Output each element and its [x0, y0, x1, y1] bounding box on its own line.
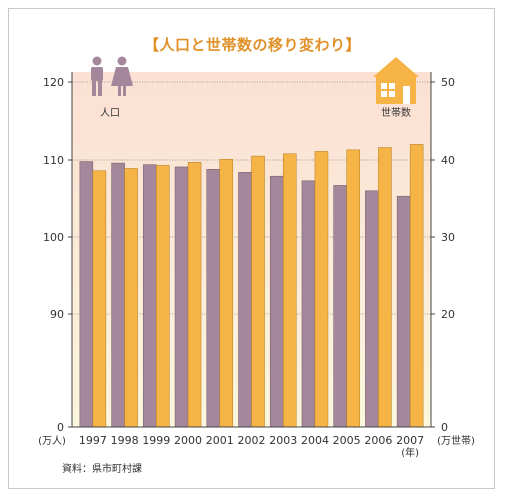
y-right-tick-label: 50 — [441, 76, 455, 89]
bar-population — [365, 190, 379, 428]
x-tick-label: 2003 — [269, 434, 297, 447]
bar-population — [301, 180, 316, 428]
y-left-tick-label: 100 — [43, 231, 64, 244]
x-tick-label: 1998 — [111, 434, 139, 447]
bar-population — [396, 195, 411, 428]
bar-population — [238, 172, 252, 428]
x-tick-label: 2000 — [174, 434, 202, 447]
x-unit: (年) — [401, 446, 419, 459]
x-tick-label: 2002 — [238, 434, 266, 447]
y-right-tick-label: 0 — [441, 421, 448, 434]
house-icon — [373, 57, 419, 104]
bars — [79, 144, 424, 428]
x-tick-label: 1999 — [142, 434, 170, 447]
y-right-unit: (万世帯) — [437, 434, 475, 447]
x-tick-label: 2004 — [301, 434, 329, 447]
bar-population — [174, 166, 189, 428]
y-right-tick-label: 30 — [441, 231, 455, 244]
population-icon-label: 人口 — [100, 107, 120, 119]
people-icon — [91, 56, 133, 96]
households-icon-label: 世帯数 — [381, 106, 411, 119]
bar-households — [124, 168, 138, 428]
y-left-tick-label: 120 — [43, 76, 64, 89]
bar-households — [282, 153, 297, 428]
y-right-tick-label: 20 — [441, 308, 455, 321]
bar-households — [156, 165, 170, 428]
bar-population — [269, 175, 284, 428]
bar-households — [378, 147, 392, 428]
axes: 0 90 100 110 120 0 20 30 40 50 (万人) (万世帯) 1997 1998 19… — [38, 72, 475, 459]
y-left-tick-label: 90 — [50, 308, 64, 321]
x-tick-label: 1997 — [79, 434, 107, 447]
bar-households — [187, 162, 202, 428]
bar-households — [251, 155, 265, 428]
bar-population — [143, 164, 157, 428]
y-left-tick-label: 110 — [43, 154, 64, 167]
bar-households — [92, 170, 107, 428]
y-left-unit: (万人) — [38, 435, 66, 447]
bar-households — [346, 149, 360, 428]
bar-households — [409, 144, 424, 428]
bar-households — [219, 158, 234, 428]
bar-population — [79, 161, 94, 428]
y-left-tick-label: 0 — [57, 421, 64, 434]
bar-population — [111, 162, 125, 428]
bar-population — [206, 168, 221, 428]
bar-households — [314, 151, 329, 428]
y-right-tick-label: 40 — [441, 154, 455, 167]
chart-title: 【人口と世帯数の移り変わり】 — [143, 36, 361, 54]
x-tick-label: 2005 — [333, 434, 361, 447]
bar-population — [333, 185, 347, 428]
x-tick-label: 2001 — [206, 434, 234, 447]
source-note: 資料：県市町村課 — [62, 464, 142, 475]
x-tick-label: 2006 — [364, 434, 392, 447]
x-tick-label: 2007 — [396, 434, 424, 447]
